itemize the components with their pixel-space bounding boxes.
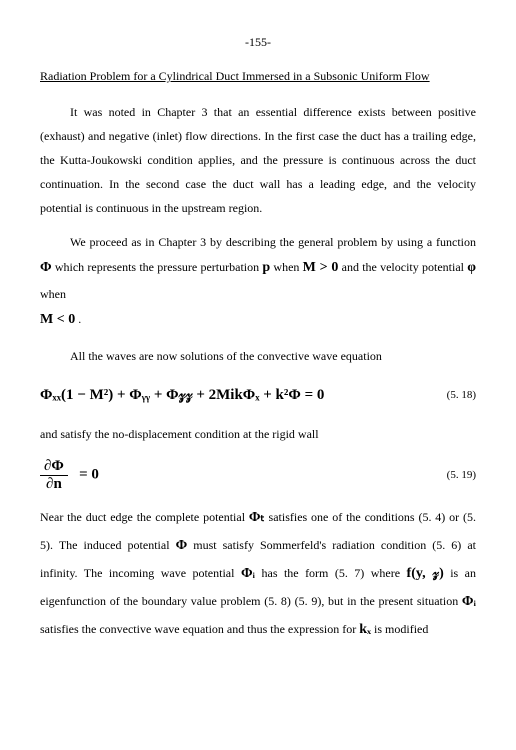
fraction: ∂Φ ∂n: [40, 458, 68, 492]
symbol-m-neg: M < 0: [40, 312, 75, 327]
symbol-kx: kₓ: [359, 622, 371, 637]
paragraph-2: We proceed as in Chapter 3 by describing…: [40, 230, 476, 334]
equation-number: (5. 18): [447, 384, 476, 406]
text: and the velocity potential: [338, 260, 467, 274]
denominator: ∂n: [40, 476, 68, 493]
text: satisfies the convective wave equation a…: [40, 622, 359, 636]
text: has the form (5. 7) where: [255, 566, 407, 580]
paragraph-5: Near the duct edge the complete potentia…: [40, 504, 476, 644]
symbol-fyz: f(y, 𝓏): [407, 566, 444, 581]
text: when: [40, 287, 66, 301]
text: is modified: [371, 622, 428, 636]
rhs: = 0: [79, 466, 99, 482]
symbol-varphi: φ: [467, 260, 476, 275]
text: Near the duct edge the complete potentia…: [40, 510, 249, 524]
numerator: ∂Φ: [40, 458, 68, 476]
symbol-phi: Φ: [40, 260, 52, 275]
paragraph-4: and satisfy the no-displacement conditio…: [40, 422, 476, 446]
symbol-phi-i: Φᵢ: [462, 594, 476, 609]
equation-body: Φₓₓ(1 − M²) + Φᵧᵧ + Φ𝓏𝓏 + 2MikΦₓ + k²Φ =…: [40, 380, 437, 410]
symbol-phi-i: Φᵢ: [241, 566, 255, 581]
symbol-phi: Φ: [176, 538, 188, 553]
text: which represents the pressure perturbati…: [52, 260, 263, 274]
text: .: [75, 312, 81, 326]
symbol-phi-t: Φₜ: [249, 510, 265, 525]
text: when: [270, 260, 303, 274]
symbol-p: p: [262, 260, 270, 275]
section-title: Radiation Problem for a Cylindrical Duct…: [40, 64, 476, 88]
equation-number: (5. 19): [447, 464, 476, 486]
paragraph-1: It was noted in Chapter 3 that an essent…: [40, 100, 476, 220]
paragraph-3: All the waves are now solutions of the c…: [40, 344, 476, 368]
equation-body: ∂Φ ∂n = 0: [40, 458, 437, 492]
equation-5-18: Φₓₓ(1 − M²) + Φᵧᵧ + Φ𝓏𝓏 + 2MikΦₓ + k²Φ =…: [40, 380, 476, 410]
symbol-m-pos: M > 0: [303, 260, 339, 275]
page-number: -155-: [40, 30, 476, 54]
equation-5-19: ∂Φ ∂n = 0 (5. 19): [40, 458, 476, 492]
text: We proceed as in Chapter 3 by describing…: [70, 235, 476, 249]
